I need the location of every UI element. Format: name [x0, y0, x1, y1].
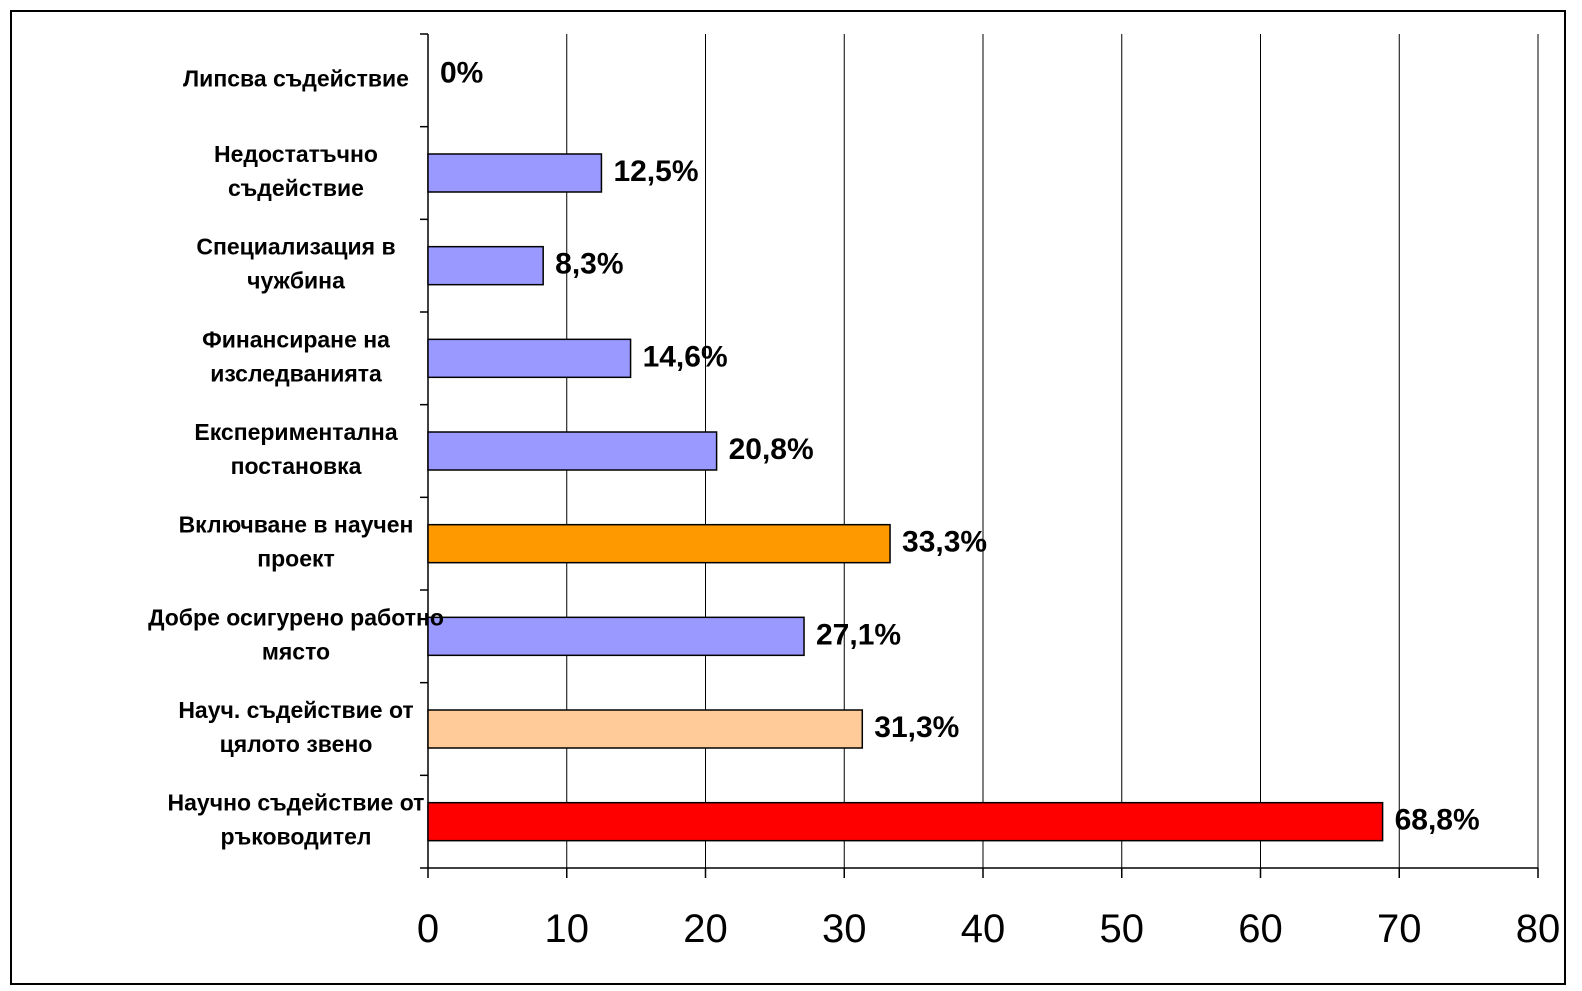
labels: 0 10 20 30 40 50 60 70 80 Липсва съдействие 0% Недо… [148, 56, 1560, 951]
category-label: цялото звено [220, 731, 373, 757]
bar [427, 338, 632, 379]
category-label: място [262, 638, 330, 664]
category-label: чужбина [247, 268, 345, 294]
x-tick-label: 30 [822, 907, 867, 951]
bar [427, 709, 864, 749]
category-label: Науч. съдействие от [178, 697, 413, 723]
data-label: 31,3% [874, 711, 959, 744]
x-tick-label: 60 [1238, 907, 1283, 951]
bar [427, 431, 718, 471]
bar [427, 245, 544, 286]
category-label: Финансиране на [202, 326, 390, 352]
x-tick-label: 0 [417, 907, 439, 951]
category-label: Научно съдействие от [168, 790, 425, 816]
bar [427, 523, 891, 564]
bar [427, 616, 805, 657]
x-tick-label: 20 [683, 907, 728, 951]
category-label: изследванията [210, 360, 382, 386]
x-tick-label: 80 [1516, 907, 1561, 951]
category-label: проект [257, 546, 335, 572]
bar [427, 153, 603, 193]
category-label: съдействие [228, 175, 364, 201]
bars [427, 153, 1384, 842]
category-label: Добре осигурено работно [148, 604, 444, 630]
category-label: Включване в научен [179, 512, 414, 538]
x-tick-label: 10 [545, 907, 590, 951]
category-label: Експериментална [194, 419, 397, 445]
data-label: 27,1% [816, 618, 901, 651]
data-label: 68,8% [1395, 804, 1480, 837]
data-label: 14,6% [643, 340, 728, 373]
x-tick-label: 40 [961, 907, 1006, 951]
category-label: постановка [231, 453, 362, 479]
data-label: 0% [440, 56, 483, 89]
data-label: 20,8% [729, 433, 814, 466]
data-label: 33,3% [902, 526, 987, 559]
category-label: ръководител [220, 824, 371, 850]
x-tick-label: 70 [1377, 907, 1422, 951]
bar [427, 801, 1384, 842]
category-label: Липсва съдействие [183, 65, 409, 91]
category-label: Специализация в [196, 234, 395, 260]
category-label: Недостатъчно [214, 141, 378, 167]
data-label: 12,5% [613, 155, 698, 188]
data-label: 8,3% [555, 248, 623, 281]
x-tick-label: 50 [1100, 907, 1145, 951]
